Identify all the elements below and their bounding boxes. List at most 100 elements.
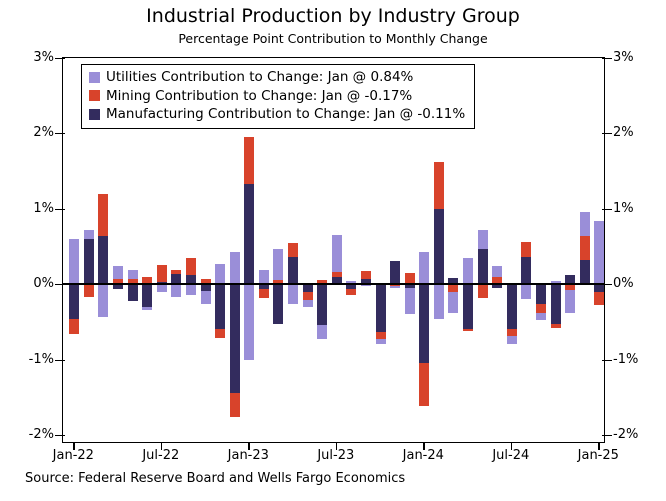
- bar-segment-manufacturing-May-23: [302, 284, 313, 292]
- bar-segment-manufacturing-Nov-22: [215, 284, 226, 329]
- bar-segment-mining-Jul-23: [331, 271, 342, 278]
- bar-segment-mining-Jan-23: [244, 136, 255, 185]
- y-axis-label-right: -1%: [613, 351, 639, 367]
- legend-item-utilities: Utilities Contribution to Change: Jan @ …: [89, 68, 465, 87]
- bar-segment-manufacturing-Apr-22: [113, 284, 124, 289]
- x-axis-label: Jan-24: [402, 448, 444, 463]
- y-tick-left: [55, 57, 65, 59]
- bar-segment-manufacturing-May-24: [477, 249, 488, 284]
- y-tick-left: [55, 435, 65, 437]
- bar-segment-utilities-Sep-22: [185, 284, 196, 295]
- plot-area: Utilities Contribution to Change: Jan @ …: [62, 57, 605, 443]
- bar-segment-manufacturing-Jan-24: [419, 284, 430, 364]
- y-tick-left: [55, 208, 65, 210]
- bar-segment-mining-Apr-23: [288, 243, 299, 257]
- bar-segment-utilities-Jun-23: [317, 324, 328, 340]
- y-axis-label-right: 1%: [613, 200, 634, 216]
- bar-segment-mining-Oct-22: [200, 278, 211, 284]
- legend-label: Mining Contribution to Change: Jan @ -0.…: [106, 87, 413, 104]
- bar-segment-manufacturing-Oct-24: [550, 284, 561, 324]
- bar-segment-manufacturing-Sep-22: [185, 274, 196, 284]
- bar-segment-utilities-Feb-22: [83, 229, 94, 239]
- y-axis-label-left: 0%: [33, 276, 54, 291]
- x-tick: [423, 443, 425, 450]
- manufacturing-swatch-icon: [89, 108, 100, 120]
- bar-segment-mining-Apr-24: [463, 329, 474, 331]
- bar-segment-utilities-May-24: [477, 229, 488, 250]
- y-axis-label-left: -1%: [28, 351, 54, 367]
- bar-segment-mining-Jul-24: [506, 329, 517, 337]
- x-axis-label: Jul-24: [492, 448, 530, 463]
- x-axis-label: Jan-22: [52, 448, 94, 463]
- bar-segment-utilities-Oct-23: [375, 339, 386, 344]
- x-tick: [73, 443, 75, 450]
- utilities-swatch-icon: [89, 71, 100, 83]
- bar-segment-utilities-Nov-22: [215, 264, 226, 284]
- bar-segment-utilities-Dec-22: [229, 252, 240, 284]
- bar-segment-mining-Feb-22: [83, 284, 94, 297]
- bar-segment-utilities-Sep-24: [535, 313, 546, 321]
- x-tick: [510, 443, 513, 450]
- bar-segment-utilities-Aug-22: [171, 284, 182, 297]
- bar-segment-manufacturing-Apr-23: [288, 256, 299, 284]
- bar-segment-mining-Sep-24: [535, 303, 546, 314]
- y-axis-label-right: 2%: [613, 125, 634, 140]
- bar-segment-utilities-Jun-24: [492, 265, 503, 278]
- bar-segment-utilities-Jan-22: [69, 238, 80, 284]
- bar-segment-mining-May-24: [477, 284, 488, 299]
- bar-segment-mining-Aug-24: [521, 241, 532, 257]
- bar-segment-mining-May-23: [302, 291, 313, 300]
- bar-segment-utilities-Mar-22: [98, 284, 109, 318]
- bar-segment-mining-Jan-24: [419, 363, 430, 407]
- bar-segment-utilities-Oct-24: [550, 280, 561, 284]
- y-tick-right: [602, 284, 612, 286]
- bar-segment-manufacturing-Feb-24: [433, 209, 444, 284]
- bar-segment-utilities-May-22: [127, 269, 138, 280]
- bar-segment-utilities-Feb-23: [258, 270, 269, 284]
- bar-segment-utilities-Feb-24: [433, 284, 444, 319]
- bar-segment-mining-Jun-24: [492, 277, 503, 284]
- bar-segment-mining-Jun-22: [142, 277, 153, 284]
- bar-segment-utilities-Apr-22: [113, 265, 124, 280]
- bar-segment-utilities-Mar-24: [448, 291, 459, 313]
- x-axis-label: Jan-25: [577, 448, 619, 463]
- bar-segment-utilities-Jun-22: [142, 307, 153, 311]
- bar-segment-utilities-Jul-23: [331, 234, 342, 272]
- bar-segment-utilities-Jul-22: [156, 284, 167, 292]
- x-tick: [248, 443, 250, 450]
- source-note: Source: Federal Reserve Board and Wells …: [25, 471, 406, 486]
- y-tick-right: [602, 359, 612, 361]
- bar-segment-manufacturing-Oct-23: [375, 284, 386, 333]
- bar-segment-mining-Oct-23: [375, 332, 386, 340]
- bar-segment-utilities-May-23: [302, 299, 313, 308]
- bar-segment-manufacturing-Dec-22: [229, 284, 240, 393]
- y-tick-right: [602, 435, 612, 437]
- bar-segment-mining-Aug-23: [346, 289, 357, 295]
- chart-title: Industrial Production by Industry Group: [146, 5, 520, 27]
- bar-segment-utilities-Mar-23: [273, 249, 284, 281]
- x-axis-label: Jan-23: [227, 448, 269, 463]
- y-axis-label-left: -2%: [28, 427, 54, 442]
- bar-segment-utilities-Aug-23: [346, 280, 357, 284]
- bar-segment-mining-Mar-22: [98, 194, 109, 236]
- y-axis-label-left: 1%: [33, 200, 54, 216]
- bar-segment-manufacturing-Nov-23: [390, 260, 401, 284]
- bar-segment-manufacturing-Aug-22: [171, 274, 182, 284]
- bar-segment-mining-Nov-22: [215, 328, 226, 338]
- bar-segment-mining-Jun-23: [317, 280, 328, 284]
- bar-segment-manufacturing-Mar-24: [448, 277, 459, 284]
- bar-segment-utilities-Jan-23: [244, 284, 255, 360]
- bar-segment-utilities-Aug-24: [521, 284, 532, 300]
- bar-segment-mining-Sep-23: [360, 271, 371, 279]
- bar-segment-manufacturing-Sep-24: [535, 284, 546, 304]
- bar-segment-mining-Nov-24: [565, 284, 576, 291]
- bar-segment-utilities-Jan-25: [594, 220, 605, 284]
- bar-segment-utilities-Oct-22: [200, 290, 211, 305]
- bar-segment-manufacturing-May-22: [127, 284, 138, 301]
- bar-segment-mining-Dec-24: [579, 236, 590, 260]
- y-axis-label-right: 0%: [613, 276, 634, 291]
- mining-swatch-icon: [89, 90, 100, 102]
- bar-segment-mining-Mar-24: [448, 284, 459, 292]
- x-tick: [598, 443, 600, 450]
- bar-segment-mining-Dec-22: [229, 392, 240, 417]
